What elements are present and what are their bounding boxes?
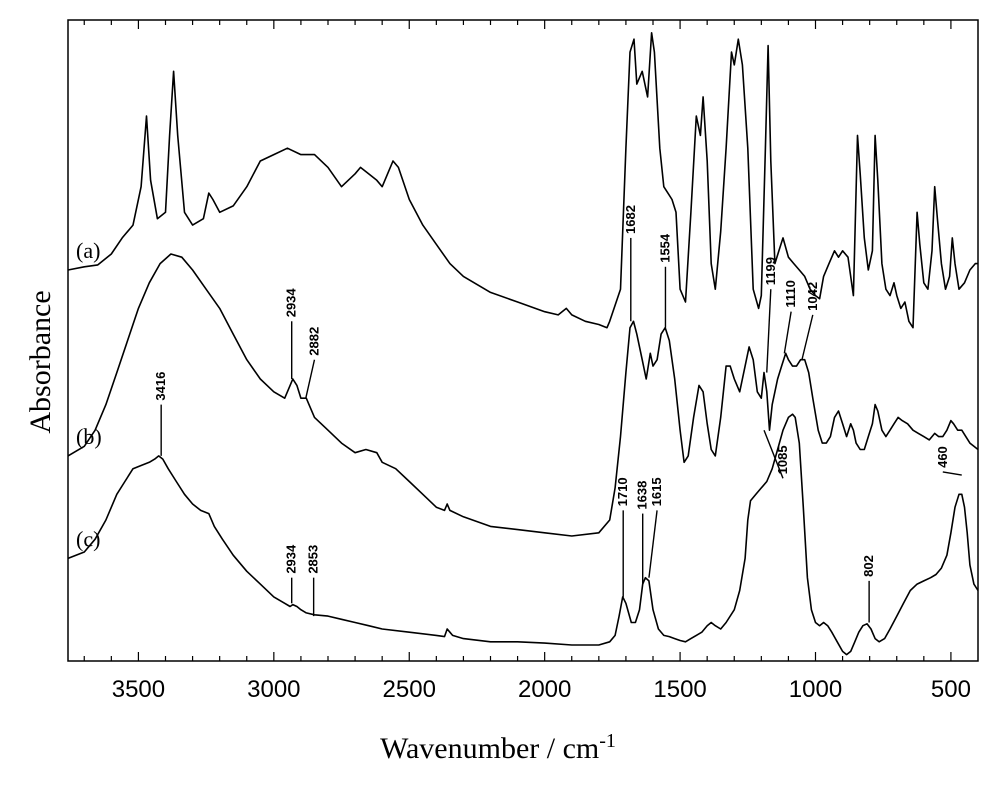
series-line-0 (67, 31, 978, 329)
plot-frame (67, 19, 979, 662)
x-tick-label: 3000 (247, 676, 300, 703)
annotation-leader (763, 429, 784, 479)
x-tick-label: 2000 (518, 676, 571, 703)
peak-annotations: 1682 1554 2934 2882 1199 1110 1042 3416 2934 2853… (153, 205, 962, 623)
annotation-label: 2882 (306, 327, 321, 356)
annotation-label: 1710 (615, 477, 630, 506)
annotation-label: 3416 (153, 372, 168, 401)
annotation-label: 1615 (649, 477, 664, 506)
annotation-leader (801, 314, 814, 360)
x-tick-label: 500 (931, 676, 971, 703)
annotation-label: 460 (935, 446, 950, 468)
annotation-label: 1554 (657, 233, 672, 263)
annotation-label: 2853 (306, 545, 321, 574)
annotation-label: 1682 (623, 205, 638, 234)
x-tick-label: 1000 (789, 676, 842, 703)
x-axis-title: Wavenumber / cm-1 (380, 730, 616, 765)
annotation-leader (648, 510, 658, 578)
series-label-2: (c) (76, 526, 100, 551)
annotation-label: 1638 (635, 481, 650, 510)
x-tick-label: 2500 (383, 676, 436, 703)
annotation-leader (783, 311, 792, 354)
annotation-leader (766, 289, 772, 373)
series-line-1 (67, 253, 979, 537)
annotation-label: 1199 (763, 257, 778, 285)
series-label-1: (b) (76, 424, 102, 449)
series-lines (67, 31, 979, 656)
annotation-leader (305, 359, 316, 399)
series-label-0: (a) (76, 238, 100, 263)
annotation-label: 1110 (783, 280, 798, 308)
annotation-label: 2934 (284, 288, 299, 318)
x-axis-ticks (83, 20, 952, 661)
annotation-label: 2934 (284, 544, 299, 574)
x-tick-label: 1500 (653, 676, 706, 703)
annotation-label: 1042 (805, 282, 820, 311)
annotation-label: 802 (861, 555, 876, 577)
series-line-2 (67, 413, 979, 656)
series-labels: (a) (b) (c) (76, 238, 102, 551)
x-tick-label: 3500 (112, 676, 165, 703)
y-axis-title: Absorbance (24, 290, 57, 433)
x-axis-tick-labels: 3500 3000 2500 2000 1500 1000 500 (112, 676, 971, 703)
annotation-label: 1085 (775, 445, 790, 474)
annotation-leader (942, 471, 962, 476)
